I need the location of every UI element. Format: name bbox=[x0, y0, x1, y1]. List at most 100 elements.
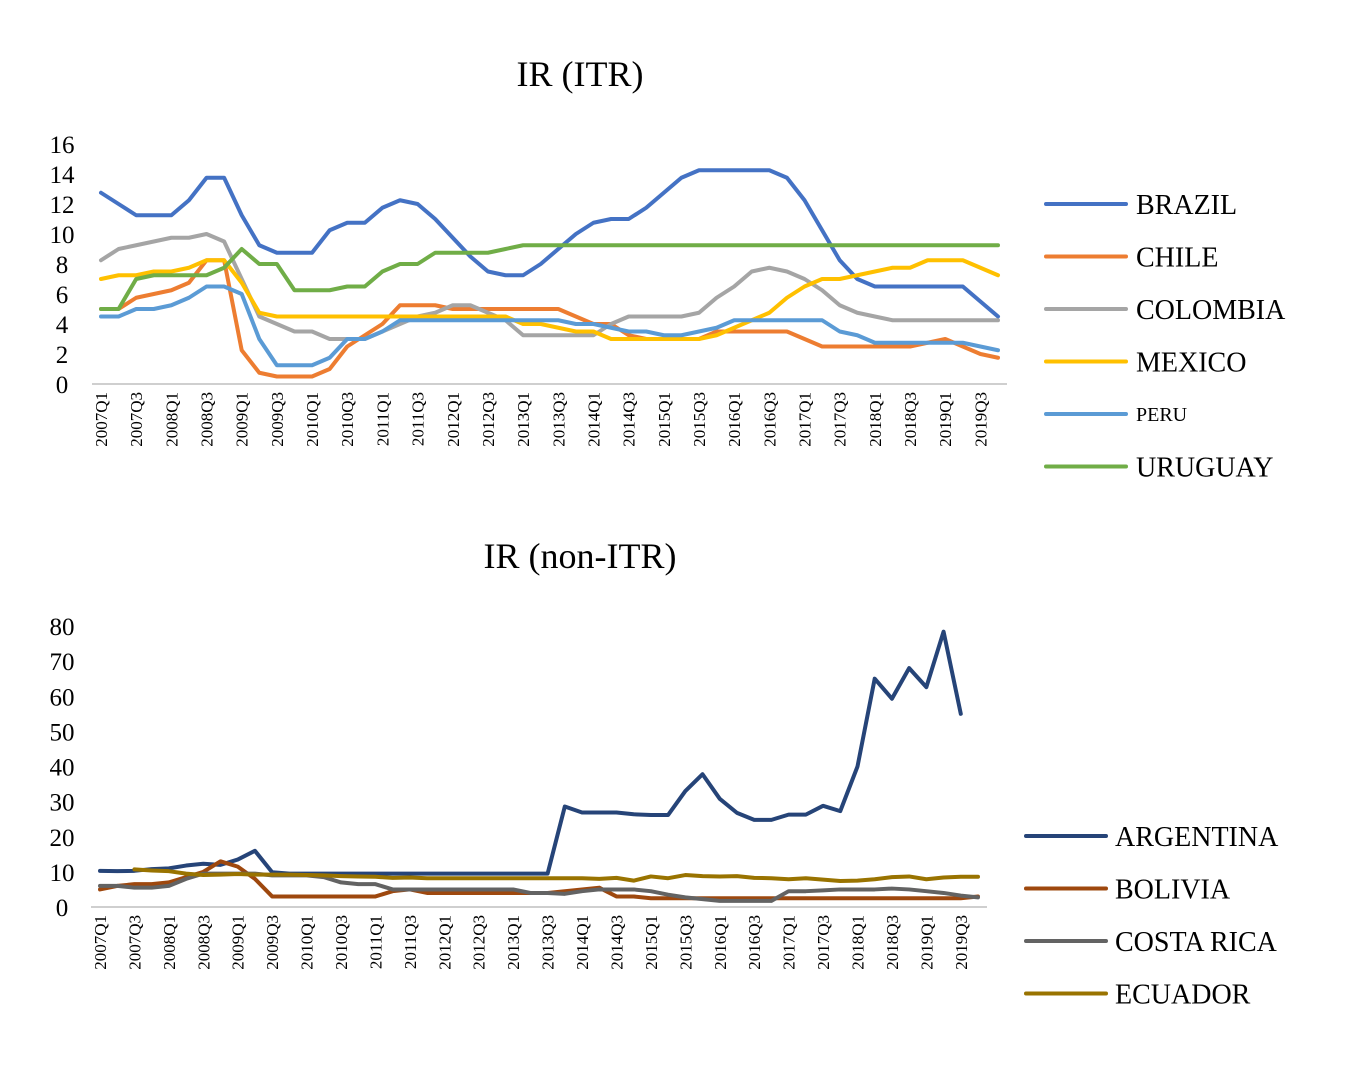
series-line-chile bbox=[99, 258, 1000, 379]
legend-label: BRAZIL bbox=[1136, 190, 1237, 221]
y-tick-label: 30 bbox=[50, 790, 75, 817]
x-tick-label: 2008Q3 bbox=[198, 392, 217, 447]
x-tick-label: 2014Q3 bbox=[607, 915, 626, 970]
x-tick-label: 2018Q3 bbox=[883, 915, 902, 970]
y-tick-label: 16 bbox=[50, 132, 75, 159]
x-tick-label: 2013Q3 bbox=[539, 915, 558, 970]
series-line-ecuador bbox=[132, 867, 980, 884]
x-tick-label: 2014Q3 bbox=[620, 392, 639, 447]
y-tick-label: 8 bbox=[56, 252, 69, 279]
y-tick-label: 70 bbox=[50, 649, 75, 676]
x-tick-label: 2009Q1 bbox=[229, 915, 248, 970]
series-line-peru bbox=[99, 284, 1000, 368]
x-tick-label: 2015Q1 bbox=[655, 392, 674, 447]
x-tick-label: 2010Q1 bbox=[303, 392, 322, 447]
x-tick-label: 2014Q1 bbox=[584, 392, 603, 447]
x-tick-label: 2016Q3 bbox=[745, 915, 764, 970]
legend: ARGENTINA BOLIVIA COSTA RICA ECUADOR bbox=[1024, 822, 1279, 1011]
chart-ir-itr: IR (ITR) 0 2 4 6 8 10 12 14 16 2007Q1 2007Q3 2008Q… bbox=[50, 54, 1287, 484]
x-tick-label: 2015Q3 bbox=[690, 392, 709, 447]
legend-label: COLOMBIA bbox=[1136, 295, 1286, 326]
x-tick-label: 2012Q3 bbox=[479, 392, 498, 447]
y-tick-label: 0 bbox=[56, 372, 69, 399]
legend: BRAZIL CHILE COLOMBIA MEXICO PERU URUGUAY bbox=[1044, 190, 1286, 484]
x-tick-label: 2017Q1 bbox=[780, 915, 799, 970]
y-tick-label: 12 bbox=[50, 192, 75, 219]
y-tick-label: 14 bbox=[50, 162, 76, 189]
x-tick-label: 2008Q1 bbox=[160, 915, 179, 970]
x-tick-label: 2011Q1 bbox=[366, 915, 385, 969]
x-tick-label: 2010Q3 bbox=[332, 915, 351, 970]
chart-title: IR (ITR) bbox=[517, 54, 644, 94]
chart-title: IR (non-ITR) bbox=[484, 536, 677, 576]
x-tick-label: 2007Q1 bbox=[91, 915, 110, 970]
x-tick-label: 2007Q3 bbox=[125, 915, 144, 970]
y-tick-label: 10 bbox=[50, 860, 75, 887]
x-tick-label: 2016Q3 bbox=[760, 392, 779, 447]
x-tick-label: 2019Q3 bbox=[971, 392, 990, 447]
x-tick-label: 2007Q3 bbox=[127, 392, 146, 447]
legend-label: PERU bbox=[1136, 404, 1188, 426]
y-tick-label: 0 bbox=[56, 895, 69, 922]
x-tick-label: 2009Q1 bbox=[233, 392, 252, 447]
series-group bbox=[98, 629, 980, 903]
y-tick-label: 20 bbox=[50, 825, 75, 852]
series-line-uruguay bbox=[99, 243, 1000, 311]
x-axis-ticks: 2007Q1 2007Q3 2008Q1 2008Q3 2009Q1 2009Q3 2010… bbox=[91, 915, 971, 970]
x-tick-label: 2009Q3 bbox=[268, 392, 287, 447]
x-tick-label: 2007Q1 bbox=[92, 392, 111, 447]
x-tick-label: 2011Q1 bbox=[373, 392, 392, 446]
y-tick-label: 6 bbox=[56, 282, 69, 309]
x-tick-label: 2015Q1 bbox=[642, 915, 661, 970]
x-tick-label: 2018Q3 bbox=[901, 392, 920, 447]
x-tick-label: 2017Q3 bbox=[831, 392, 850, 447]
x-tick-label: 2016Q1 bbox=[711, 915, 730, 970]
y-tick-label: 2 bbox=[56, 342, 69, 369]
x-tick-label: 2017Q3 bbox=[814, 915, 833, 970]
y-axis-ticks: 0 2 4 6 8 10 12 14 16 bbox=[50, 132, 76, 399]
legend-label: BOLIVIA bbox=[1115, 875, 1231, 906]
x-tick-label: 2016Q1 bbox=[725, 392, 744, 447]
x-tick-label: 2015Q3 bbox=[676, 915, 695, 970]
x-tick-label: 2010Q3 bbox=[338, 392, 357, 447]
x-tick-label: 2019Q3 bbox=[952, 915, 971, 970]
x-tick-label: 2018Q1 bbox=[848, 915, 867, 970]
legend-label: COSTA RICA bbox=[1115, 927, 1278, 958]
legend-label: ECUADOR bbox=[1115, 980, 1251, 1011]
x-tick-label: 2013Q3 bbox=[549, 392, 568, 447]
y-axis-ticks: 0 10 20 30 40 50 60 70 80 bbox=[50, 614, 75, 922]
legend-label: URUGUAY bbox=[1136, 453, 1273, 484]
x-tick-label: 2014Q1 bbox=[573, 915, 592, 970]
y-tick-label: 40 bbox=[50, 755, 75, 782]
x-tick-label: 2018Q1 bbox=[866, 392, 885, 447]
legend-label: ARGENTINA bbox=[1115, 822, 1279, 853]
x-tick-label: 2019Q1 bbox=[936, 392, 955, 447]
x-tick-label: 2009Q3 bbox=[263, 915, 282, 970]
x-tick-label: 2013Q1 bbox=[504, 915, 523, 970]
x-tick-label: 2019Q1 bbox=[917, 915, 936, 970]
y-tick-label: 60 bbox=[50, 684, 75, 711]
x-tick-label: 2011Q3 bbox=[401, 915, 420, 969]
x-tick-label: 2011Q3 bbox=[409, 392, 428, 446]
x-tick-label: 2012Q1 bbox=[444, 392, 463, 447]
x-tick-label: 2012Q1 bbox=[435, 915, 454, 970]
series-group bbox=[99, 168, 1000, 379]
x-axis-ticks: 2007Q1 2007Q3 2008Q1 2008Q3 2009Q1 2009Q3 2010… bbox=[92, 392, 990, 447]
series-line-mexico bbox=[99, 258, 1000, 341]
series-line-brazil bbox=[99, 168, 1000, 319]
y-tick-label: 10 bbox=[50, 222, 75, 249]
x-tick-label: 2017Q1 bbox=[796, 392, 815, 447]
x-tick-label: 2010Q1 bbox=[298, 915, 317, 970]
x-tick-label: 2013Q1 bbox=[514, 392, 533, 447]
x-tick-label: 2008Q1 bbox=[162, 392, 181, 447]
x-tick-label: 2008Q3 bbox=[194, 915, 213, 970]
y-tick-label: 4 bbox=[56, 312, 69, 339]
y-tick-label: 80 bbox=[50, 614, 75, 641]
legend-label: MEXICO bbox=[1136, 348, 1246, 379]
series-line-argentina bbox=[98, 629, 963, 876]
x-tick-label: 2012Q3 bbox=[470, 915, 489, 970]
y-tick-label: 50 bbox=[50, 719, 75, 746]
legend-label: CHILE bbox=[1136, 243, 1218, 274]
